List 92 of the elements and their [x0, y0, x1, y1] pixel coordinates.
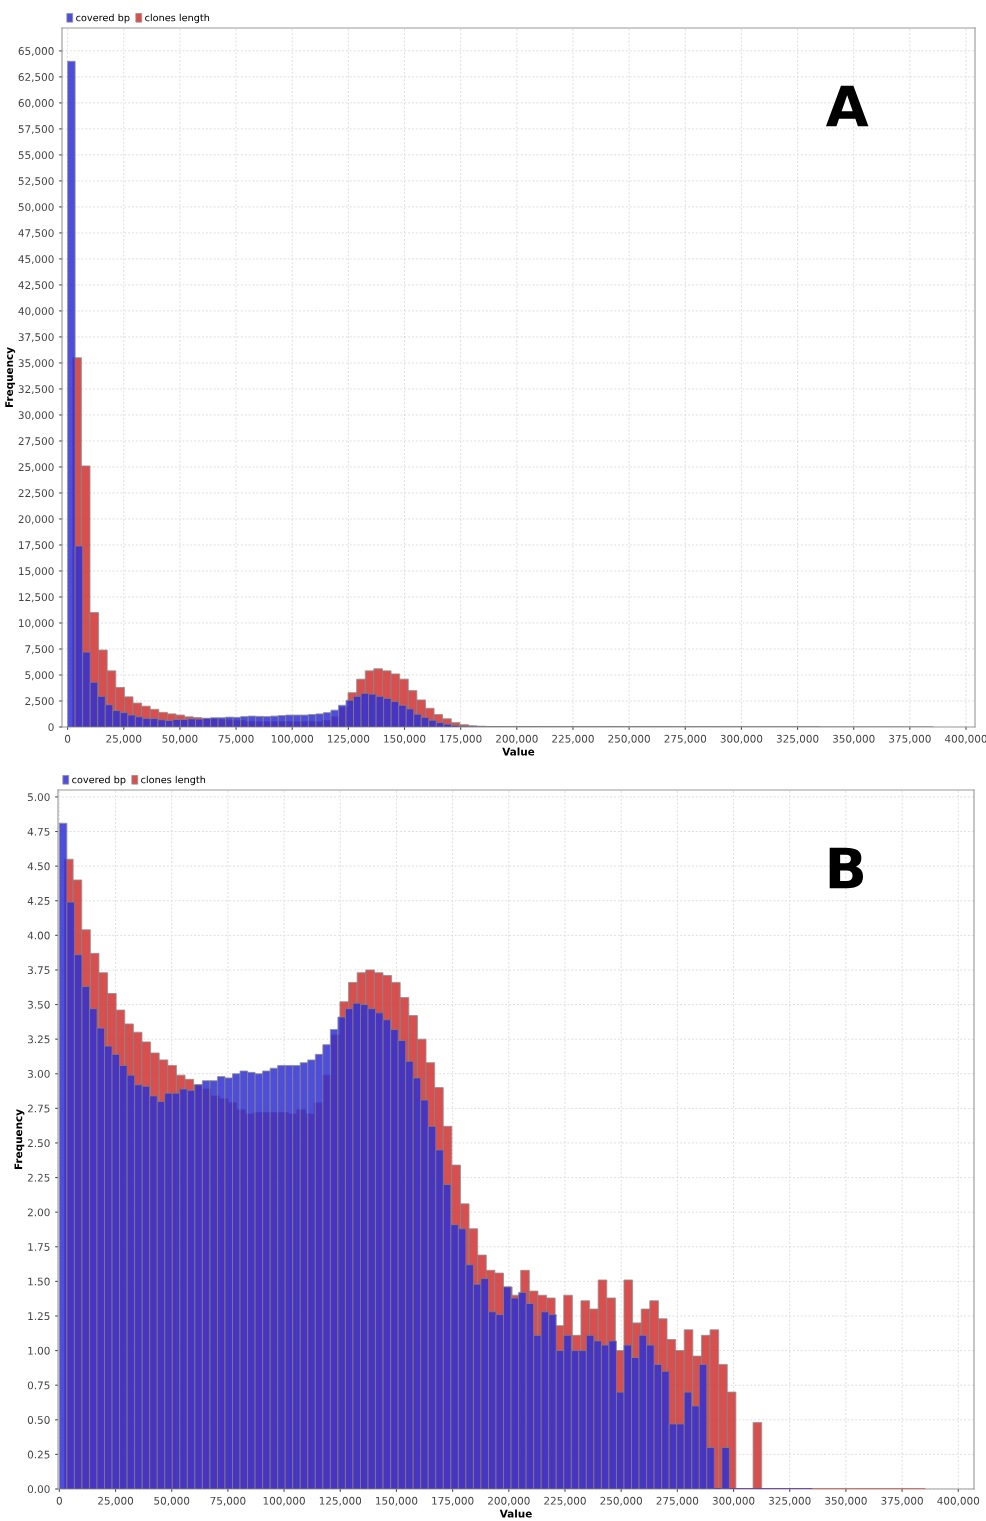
y-tick-label: 15,000 [19, 567, 54, 577]
x-tick-label: 275,000 [656, 1496, 699, 1506]
x-axis-title: Value [502, 747, 535, 756]
y-tick-label: 55,000 [18, 151, 54, 161]
y-tick-label: 2.25 [27, 1173, 50, 1182]
y-tick-label: 0 [48, 723, 54, 732]
y-tick-label: 1.00 [28, 1346, 50, 1355]
x-tick-label: 375,000 [881, 1496, 923, 1506]
x-tick-label: 50,000 [154, 1496, 190, 1506]
x-tick-label: 75,000 [218, 734, 254, 744]
y-tick-label: 4.25 [27, 896, 50, 905]
y-tick-label: 12,500 [19, 593, 54, 603]
y-tick-label: 5.00 [27, 793, 50, 802]
x-tick-label: 125,000 [319, 1496, 362, 1506]
x-tick-label: 150,000 [384, 734, 426, 744]
y-tick-label: 35,000 [18, 359, 54, 369]
x-tick-label: 350,000 [825, 1496, 867, 1506]
x-tick-label: 250,000 [600, 1496, 643, 1506]
x-tick-label: 175,000 [440, 734, 482, 744]
x-tick-label: 25,000 [106, 734, 142, 744]
x-tick-label: 225,000 [552, 734, 594, 744]
y-tick-label: 20,000 [18, 515, 54, 525]
y-tick-label: 0.75 [27, 1381, 50, 1390]
x-tick-label: 250,000 [608, 734, 650, 744]
x-tick-label: 200,000 [496, 734, 538, 744]
x-tick-label: 400,000 [937, 1496, 980, 1506]
y-tick-label: 2,500 [25, 697, 54, 707]
y-axis-title: Frequency [5, 347, 16, 408]
y-tick-label: 40,000 [18, 307, 54, 317]
x-tick-label: 325,000 [776, 734, 819, 744]
x-tick-label: 150,000 [376, 1496, 418, 1506]
y-tick-label: 27,500 [18, 437, 54, 447]
y-tick-label: 22,500 [18, 489, 54, 499]
x-tick-label: 50,000 [162, 734, 198, 744]
y-tick-label: 42,500 [18, 281, 54, 291]
y-tick-label: 1.75 [28, 1243, 50, 1251]
x-tick-label: 100,000 [263, 1496, 305, 1506]
annotation: A [825, 85, 869, 127]
y-tick-label: 0.50 [27, 1416, 50, 1424]
y-tick-label: 2.50 [27, 1139, 50, 1148]
x-tick-label: 0 [56, 1496, 62, 1505]
y-tick-label: 1.50 [28, 1277, 50, 1286]
y-tick-label: 1.25 [28, 1312, 50, 1321]
y-tick-label: 4.50 [27, 862, 50, 871]
x-tick-label: 275,000 [664, 734, 707, 744]
y-tick-label: 62,500 [18, 73, 54, 83]
y-tick-label: 2.75 [27, 1104, 50, 1113]
y-tick-label: 3.75 [27, 966, 50, 975]
y-tick-label: 2.00 [27, 1208, 50, 1217]
x-tick-label: 350,000 [832, 734, 875, 744]
legend-label: clones length [145, 13, 210, 24]
x-tick-label: 300,000 [720, 734, 763, 744]
x-tick-label: 125,000 [327, 734, 370, 744]
y-tick-label: 0.25 [27, 1450, 50, 1459]
legend-label: covered bp [76, 13, 130, 24]
x-tick-label: 225,000 [544, 1496, 586, 1506]
y-tick-label: 57,500 [18, 125, 54, 135]
y-tick-label: 3.00 [27, 1069, 50, 1078]
y-tick-label: 45,000 [18, 255, 54, 265]
legend-label: clones length [141, 775, 206, 786]
y-tick-label: 60,000 [18, 99, 54, 109]
y-tick-label: 10,000 [19, 619, 54, 629]
y-tick-label: 4.75 [27, 827, 50, 836]
y-tick-label: 32,500 [18, 385, 54, 395]
x-tick-label: 0 [64, 734, 71, 743]
y-tick-label: 17,500 [19, 541, 54, 551]
y-tick-label: 50,000 [18, 203, 54, 213]
x-tick-label: 200,000 [488, 1496, 530, 1506]
y-tick-label: 37,500 [18, 333, 54, 343]
y-tick-label: 47,500 [18, 229, 54, 239]
x-tick-label: 175,000 [432, 1496, 474, 1506]
y-tick-label: 0.00 [27, 1485, 50, 1494]
x-tick-label: 75,000 [210, 1496, 246, 1506]
x-tick-label: 100,000 [271, 734, 314, 744]
y-tick-label: 65,000 [18, 47, 54, 57]
x-tick-label: 25,000 [98, 1496, 134, 1506]
y-tick-label: 7,500 [25, 645, 54, 655]
annotation: B [829, 847, 864, 889]
y-tick-label: 52,500 [18, 177, 54, 187]
y-tick-label: 3.25 [27, 1035, 50, 1044]
y-tick-label: 30,000 [18, 411, 54, 421]
y-axis-title: Frequency [14, 1109, 25, 1170]
y-tick-label: 25,000 [18, 463, 54, 473]
x-tick-label: 400,000 [944, 734, 986, 744]
y-tick-label: 3.50 [27, 1000, 50, 1009]
x-tick-label: 300,000 [712, 1496, 755, 1506]
y-tick-label: 4.00 [27, 931, 50, 940]
x-tick-label: 325,000 [768, 1496, 811, 1506]
legend-label: covered bp [72, 775, 126, 786]
x-tick-label: 375,000 [889, 734, 931, 744]
y-tick-label: 5,000 [25, 671, 54, 681]
x-axis-title: Value [499, 1509, 532, 1518]
